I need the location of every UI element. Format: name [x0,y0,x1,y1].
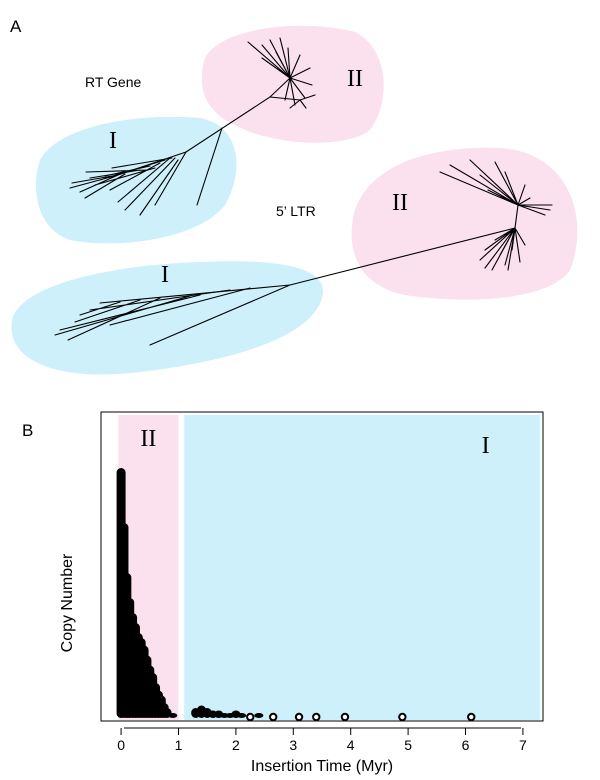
rt-tree-title: RT Gene [85,74,142,90]
x-tick-label: 2 [232,737,240,753]
ltr-clade-ii-background [351,147,578,300]
data-circle [294,712,304,722]
x-axis-label: Insertion Time (Myr) [251,758,393,775]
ltr-clade-ii-label: II [392,190,408,216]
chart: II I 0 1 2 3 4 5 6 7 Insertion Time (Myr) Copy … [59,411,544,775]
x-tick-label: 3 [289,737,297,753]
rt-clade-i-background [35,116,237,244]
rt-clade-i-label: I [109,128,117,154]
data-point [269,712,278,722]
panel-a-label: A [10,17,22,36]
region-i-label: I [482,433,490,459]
x-ticks: 0 1 2 3 4 5 6 7 [117,728,527,753]
data-point [254,713,264,718]
region-ii-label: II [140,426,156,452]
data-point [294,712,304,722]
data-point [398,712,407,722]
data-circle [340,712,350,722]
data-column [168,713,178,718]
ltr-tree-title: 5’ LTR [276,203,316,219]
ltr-clade-i-label: I [161,262,169,288]
data-point [312,712,321,722]
data-circle [398,712,407,722]
data-point [237,713,247,718]
x-tick-label: 6 [462,737,470,753]
plot-frame [100,411,544,722]
data-column [237,713,247,718]
data-circle [467,712,476,722]
region-i [184,415,541,720]
data-point [246,712,255,722]
data-circle [312,712,321,722]
data-point [340,712,350,722]
chart-marks [116,468,476,722]
x-tick-label: 1 [175,737,183,753]
data-circle [246,712,255,722]
x-tick-label: 0 [117,737,125,753]
data-column [254,713,264,718]
rt-clade-ii-label: II [347,66,363,92]
data-point [467,712,476,722]
data-circle [269,712,278,722]
data-point [168,713,178,718]
x-tick-label: 5 [404,737,412,753]
ltr-tree [54,159,553,346]
x-tick-label: 7 [519,737,527,753]
rt-clade-ii-background [201,25,384,143]
rt-tree [69,37,316,216]
panel-b-label: B [22,421,33,440]
y-axis-label: Copy Number [59,553,76,652]
x-tick-label: 4 [347,737,355,753]
